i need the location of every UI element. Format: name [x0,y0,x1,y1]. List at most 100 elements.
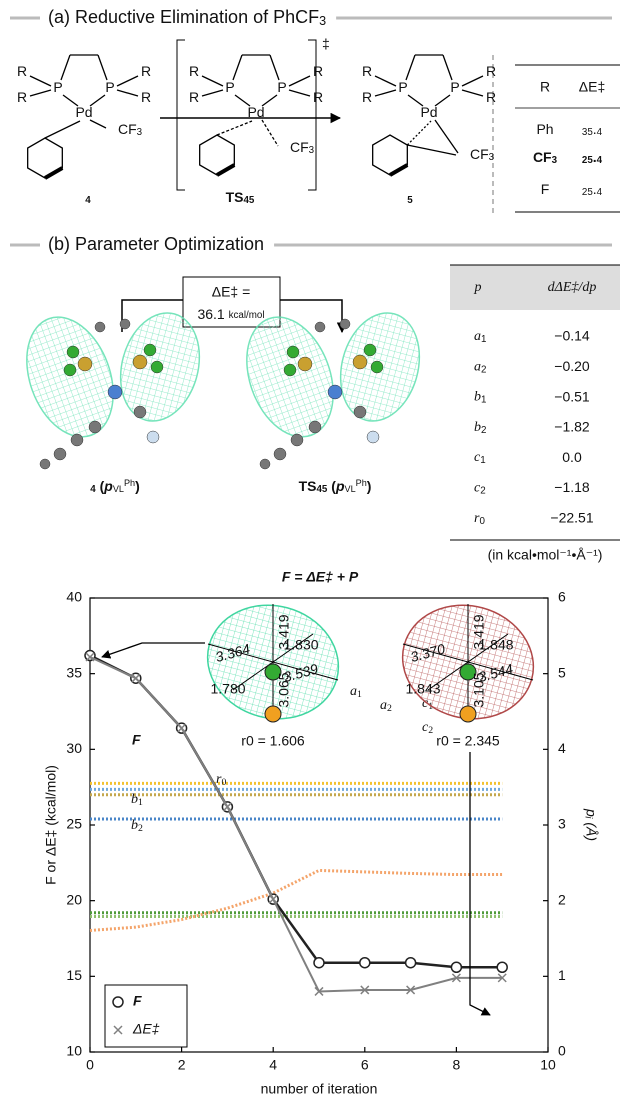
y2-tick-label: 3 [558,816,566,832]
point [314,958,324,968]
table-cell: −0.51 [554,388,590,404]
legend-marker [113,997,123,1007]
x-tick-label: 10 [540,1057,556,1073]
atom-label: R [141,89,151,105]
y-tick-label: 35 [66,664,82,680]
inset-length: 1.843 [405,681,440,697]
y2-tick-label: 6 [558,589,566,605]
table-cell: −0.20 [554,358,590,374]
table-cell: −1.18 [554,479,590,495]
bond [375,76,396,86]
bond [217,121,252,135]
atom-label: Pd [75,104,92,120]
y-tick-label: 20 [66,891,82,907]
bond [289,76,310,86]
table-cell: 25.4 [582,181,603,198]
atom [298,357,312,371]
atom [353,355,367,369]
table-cell: r0 [474,511,485,527]
point [497,962,507,972]
model-label: TS45 (pVLPh) [299,478,372,495]
atom [287,346,299,358]
bond [462,76,483,86]
y2-tick-label: 5 [558,664,566,680]
y-tick-label: 40 [66,589,82,605]
inset-length: 1.848 [478,637,513,653]
y-axis-label: F or ΔE‡ (kcal/mol) [43,765,59,885]
bond [435,120,458,153]
atom [371,361,383,373]
atom [151,361,163,373]
atom-label: R [17,63,27,79]
atom-label: R [17,89,27,105]
barrier-label: ΔE‡ = [212,284,251,300]
table-header: R [540,79,550,95]
bond [90,120,106,128]
bond [233,55,242,80]
x-tick-label: 2 [178,1057,186,1073]
bond [117,90,138,96]
table-cell: 25.4 [582,149,603,166]
pointer-arrow [470,752,490,1015]
atom-label: Pd [247,104,264,120]
bond [375,90,396,96]
ring-bold [217,165,234,175]
atom [309,421,321,433]
atom [340,319,350,329]
atom [40,459,50,469]
x-tick-label: 8 [453,1057,461,1073]
y-tick-label: 25 [66,816,82,832]
atom [354,406,366,418]
table-note: (in kcal•mol⁻¹•Å⁻¹) [488,547,603,563]
table-cell: 0.0 [562,449,582,465]
table-cell: b1 [474,390,486,406]
heading: (b) Parameter Optimization [48,234,264,254]
y-tick-label: 15 [66,967,82,983]
atom [315,322,325,332]
atom [95,322,105,332]
atom-label: P [105,79,114,95]
series-label: a2 [380,698,392,714]
series-label: a1 [350,684,362,700]
atom-label: R [362,63,372,79]
table-header: p [474,280,482,295]
atom [133,355,147,369]
atom-label: R [486,63,496,79]
atom [120,319,130,329]
y2-tick-label: 2 [558,891,566,907]
structure: RRPPdPRRCF3‡TS45 [189,36,330,206]
atom-label: R [313,89,323,105]
chart-title: F = ΔE‡ + P [282,569,359,585]
atom-label: P [398,79,407,95]
atom-label: CF3 [118,121,143,138]
table-cell: c1 [474,450,486,466]
y2-tick-label: 0 [558,1043,566,1059]
atom [71,434,83,446]
table-cell: F [541,181,550,197]
x-tick-label: 4 [269,1057,277,1073]
table-cell: CF3 [533,149,558,166]
bond [30,76,51,86]
y2-tick-label: 4 [558,740,566,756]
table-cell: 35.4 [582,121,603,138]
atom [291,434,303,446]
bond [406,55,415,80]
inset-length: 1.780 [210,681,245,697]
atom-label: CF3 [290,139,315,156]
bond [98,55,107,80]
curve-label: F [132,732,141,748]
table-header: dΔE‡/dp [548,280,597,295]
table-cell: −22.51 [550,510,593,526]
atom-label: R [141,63,151,79]
atom-label: R [189,89,199,105]
legend-label: F [133,993,142,1009]
atom [364,344,376,356]
legend-box [105,985,187,1047]
bond [202,90,223,96]
atom [64,364,76,376]
atom [260,459,270,469]
y2-tick-label: 1 [558,967,566,983]
table-cell: −1.82 [554,419,590,435]
atom [78,357,92,371]
